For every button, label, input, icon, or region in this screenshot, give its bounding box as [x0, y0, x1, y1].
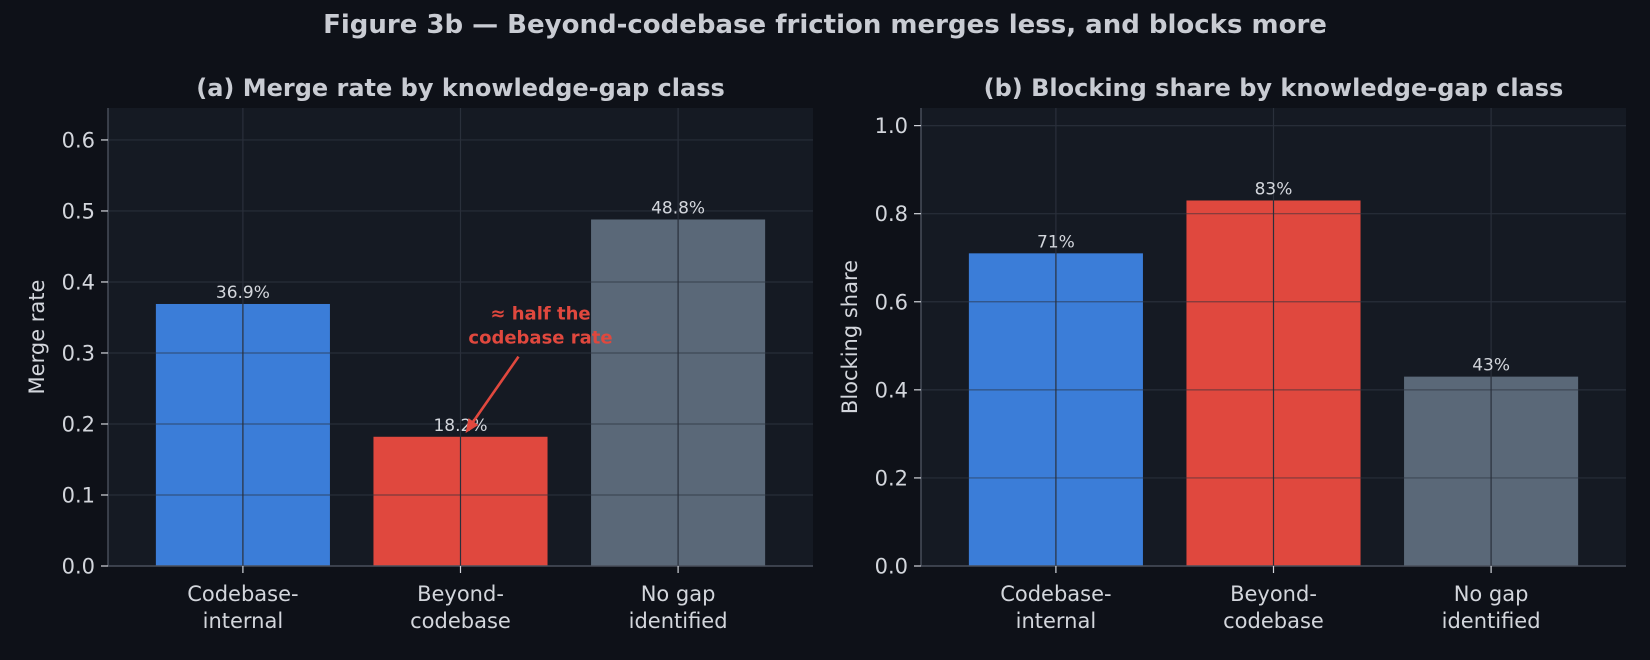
- y-axis-label: Merge rate: [25, 280, 49, 395]
- x-tick-label-line: Beyond-: [1230, 582, 1317, 606]
- x-tick-label-line: No gap: [1454, 582, 1529, 606]
- annotation-text: ≈ half the codebase rate: [468, 304, 612, 349]
- y-tick-label: 0.2: [875, 466, 908, 490]
- chart-panels: (a) Merge rate by knowledge-gap class Mer…: [25, 74, 1626, 633]
- data-label: 48.8%: [651, 198, 705, 218]
- x-tick-label-line: codebase: [410, 609, 511, 633]
- y-tick-label: 0.1: [62, 483, 95, 507]
- annotation-arrow: [470, 355, 520, 425]
- y-tick-label: 0.2: [62, 412, 95, 436]
- y-axis-label: Blocking share: [838, 260, 862, 414]
- y-tick-label: 0.5: [62, 199, 95, 223]
- panel-title: (a) Merge rate by knowledge-gap class: [196, 74, 725, 102]
- data-label: 18.2%: [433, 416, 487, 436]
- data-label: 43%: [1472, 356, 1510, 376]
- x-tick-label: No gap identified: [629, 582, 728, 633]
- y-tick-label: 0.0: [875, 555, 908, 579]
- y-tick-label: 0.4: [62, 270, 95, 294]
- data-label: 36.9%: [216, 283, 270, 303]
- x-tick-label: Codebase-internal: [1000, 582, 1111, 633]
- x-tick-label: Codebase-internal: [187, 582, 298, 633]
- x-tick-label-line: No gap: [641, 582, 716, 606]
- panel-title: (b) Blocking share by knowledge-gap clas…: [984, 74, 1564, 102]
- figure-title: Figure 3b — Beyond-codebase friction mer…: [323, 10, 1327, 40]
- x-tick-label: Beyond-codebase: [1223, 582, 1324, 633]
- y-tick-label: 0.3: [62, 341, 95, 365]
- annotation-text-line: ≈ half the: [490, 304, 590, 325]
- x-tick-label: Beyond-codebase: [410, 582, 511, 633]
- x-tick-label: No gap identified: [1442, 582, 1541, 633]
- y-tick-label: 0.8: [875, 202, 908, 226]
- annotation-text-line: codebase rate: [468, 328, 612, 349]
- annotation-arrowhead: [465, 418, 479, 434]
- data-label: 71%: [1037, 232, 1075, 252]
- data-label: 83%: [1255, 179, 1293, 199]
- y-tick-label: 0.0: [62, 555, 95, 579]
- y-tick-label: 0.4: [875, 378, 908, 402]
- y-tick-label: 0.6: [875, 290, 908, 314]
- x-tick-label-line: identified: [629, 609, 728, 633]
- x-tick-label-line: Codebase-: [1000, 582, 1111, 606]
- panel-blocking-share: (b) Blocking share by knowledge-gap clas…: [838, 74, 1626, 633]
- panel-merge-rate: (a) Merge rate by knowledge-gap class Mer…: [25, 74, 813, 633]
- x-tick-label-line: codebase: [1223, 609, 1324, 633]
- x-tick-label-line: identified: [1442, 609, 1541, 633]
- x-tick-label-line: Beyond-: [417, 582, 504, 606]
- x-tick-label-line: internal: [1016, 609, 1097, 633]
- y-tick-label: 1.0: [875, 114, 908, 138]
- x-tick-label-line: Codebase-: [187, 582, 298, 606]
- x-tick-label-line: internal: [203, 609, 284, 633]
- y-tick-label: 0.6: [62, 128, 95, 152]
